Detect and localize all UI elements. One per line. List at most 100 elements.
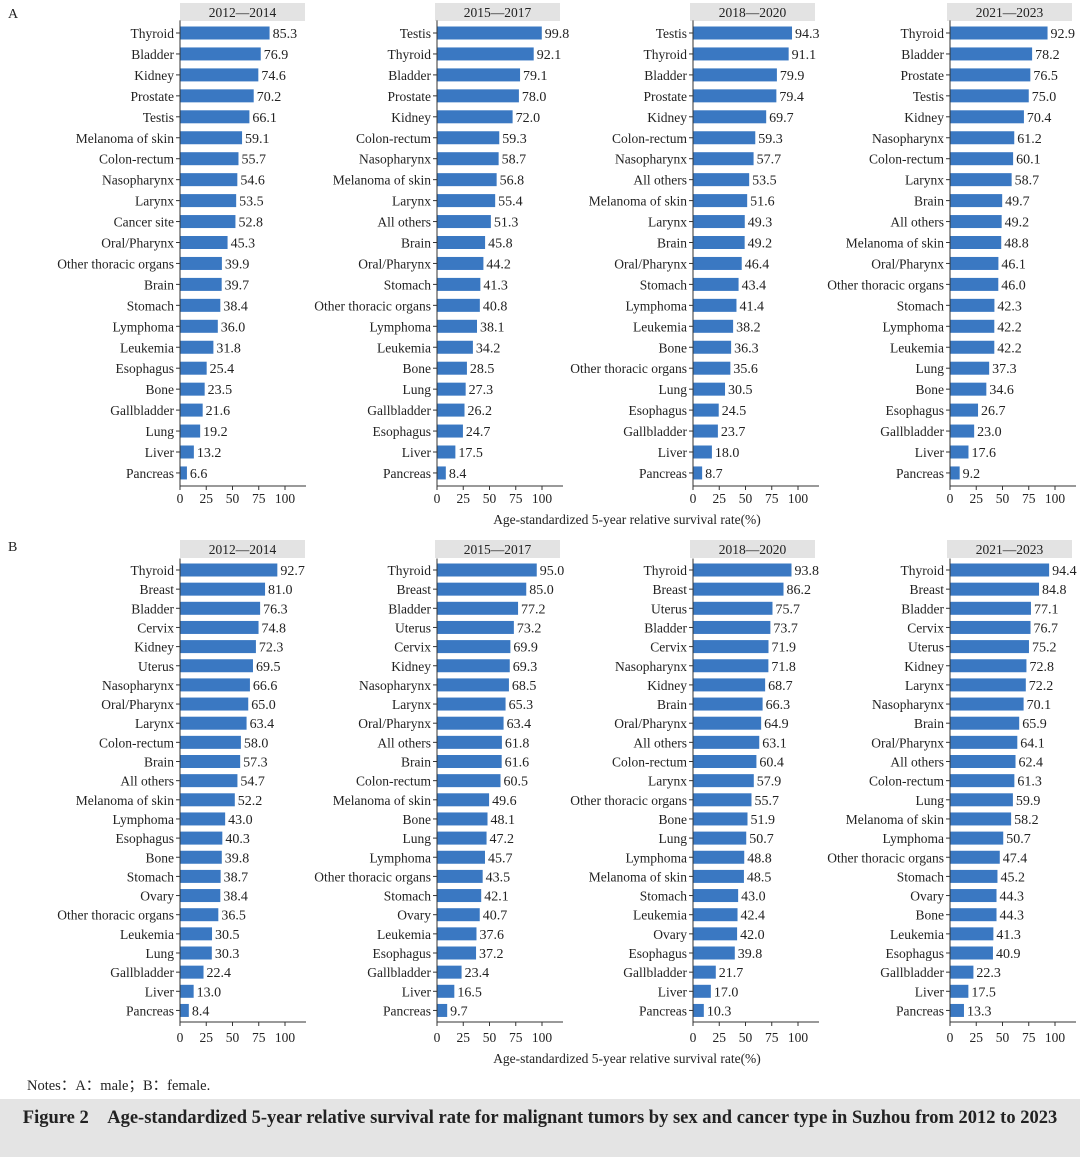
category-label: Breast bbox=[140, 582, 175, 597]
category-label: Pancreas bbox=[639, 466, 687, 481]
bar bbox=[180, 382, 205, 396]
bar bbox=[180, 697, 249, 711]
x-tick-label: 0 bbox=[434, 1030, 441, 1045]
category-label: Other thoracic organs bbox=[570, 793, 687, 808]
bar bbox=[950, 678, 1026, 692]
category-label: Lung bbox=[659, 382, 688, 397]
bar bbox=[180, 424, 201, 438]
category-label: Larynx bbox=[135, 194, 174, 209]
bar bbox=[693, 466, 703, 480]
bar bbox=[437, 601, 519, 615]
data-label: 39.8 bbox=[738, 947, 763, 962]
category-label: Other thoracic organs bbox=[57, 256, 174, 271]
data-label: 50.7 bbox=[1006, 832, 1031, 847]
bar bbox=[693, 298, 737, 312]
x-tick-label: 50 bbox=[996, 491, 1010, 506]
bar bbox=[950, 965, 974, 979]
category-label: Oral/Pharynx bbox=[101, 236, 174, 251]
x-tick-label: 50 bbox=[483, 1030, 497, 1045]
category-label: Nasopharynx bbox=[102, 678, 174, 693]
bar bbox=[950, 445, 969, 459]
period-strip bbox=[180, 3, 305, 21]
data-label: 17.0 bbox=[714, 985, 739, 1000]
category-label: Thyroid bbox=[901, 563, 945, 578]
bar bbox=[950, 319, 995, 333]
category-label: Leukemia bbox=[890, 340, 944, 355]
x-tick-label: 50 bbox=[996, 1030, 1010, 1045]
data-label: 35.6 bbox=[733, 362, 758, 377]
category-label: Stomach bbox=[640, 889, 687, 904]
data-label: 94.4 bbox=[1052, 564, 1077, 579]
category-label: Bone bbox=[403, 361, 432, 376]
bar bbox=[950, 869, 998, 883]
bar bbox=[180, 68, 259, 82]
x-axis-title: Age-standardized 5-year relative surviva… bbox=[493, 512, 761, 527]
data-label: 92.9 bbox=[1051, 27, 1076, 42]
bar bbox=[950, 908, 997, 922]
bar bbox=[950, 403, 979, 417]
category-label: Oral/Pharynx bbox=[358, 256, 431, 271]
category-label: Larynx bbox=[135, 716, 174, 731]
x-tick-label: 25 bbox=[200, 1030, 214, 1045]
bar bbox=[950, 850, 1000, 864]
bar bbox=[950, 582, 1040, 596]
x-tick-label: 50 bbox=[226, 491, 240, 506]
data-label: 8.4 bbox=[192, 1004, 210, 1019]
data-label: 8.7 bbox=[705, 467, 723, 482]
category-label: Other thoracic organs bbox=[314, 298, 431, 313]
category-label: Larynx bbox=[392, 697, 431, 712]
category-label: All others bbox=[633, 173, 687, 188]
category-label: Lymphoma bbox=[113, 319, 175, 334]
category-label: Oral/Pharynx bbox=[614, 716, 687, 731]
bar bbox=[437, 678, 509, 692]
category-label: Colon-rectum bbox=[612, 131, 687, 146]
data-label: 77.2 bbox=[521, 602, 546, 617]
category-label: Esophagus bbox=[373, 424, 432, 439]
category-label: Cancer site bbox=[114, 215, 174, 230]
bar bbox=[437, 927, 477, 941]
bar bbox=[180, 319, 218, 333]
data-label: 58.7 bbox=[1015, 174, 1040, 189]
category-label: Colon-rectum bbox=[99, 735, 174, 750]
data-label: 93.8 bbox=[794, 564, 819, 579]
bar bbox=[180, 445, 194, 459]
x-tick-label: 75 bbox=[1022, 1030, 1036, 1045]
period-strip bbox=[690, 540, 815, 558]
data-label: 46.1 bbox=[1001, 257, 1026, 272]
bar bbox=[693, 277, 739, 291]
bar bbox=[437, 403, 465, 417]
category-label: Lymphoma bbox=[883, 319, 945, 334]
bar bbox=[437, 47, 534, 61]
bar bbox=[437, 908, 480, 922]
category-label: Gallbladder bbox=[880, 965, 944, 980]
data-label: 53.5 bbox=[239, 195, 263, 210]
category-label: Bladder bbox=[901, 601, 944, 616]
category-label: Other thoracic organs bbox=[827, 850, 944, 865]
category-label: Other thoracic organs bbox=[570, 361, 687, 376]
bar bbox=[950, 298, 995, 312]
data-label: 23.7 bbox=[721, 425, 746, 440]
data-label: 51.9 bbox=[750, 813, 775, 828]
data-label: 13.2 bbox=[197, 446, 222, 461]
data-label: 37.6 bbox=[479, 928, 504, 943]
category-label: All others bbox=[890, 215, 944, 230]
category-label: Kidney bbox=[647, 110, 687, 125]
bar bbox=[950, 131, 1015, 145]
bar bbox=[950, 256, 999, 270]
category-label: Esophagus bbox=[629, 946, 688, 961]
data-label: 73.2 bbox=[517, 621, 542, 636]
x-tick-label: 100 bbox=[788, 491, 809, 506]
category-label: Pancreas bbox=[639, 1003, 687, 1018]
bar bbox=[693, 640, 769, 654]
bar bbox=[437, 697, 506, 711]
bar bbox=[950, 601, 1031, 615]
bar bbox=[437, 215, 491, 229]
data-label: 65.3 bbox=[509, 698, 534, 713]
data-label: 94.3 bbox=[795, 27, 820, 42]
data-label: 57.9 bbox=[757, 775, 782, 790]
data-label: 36.0 bbox=[221, 320, 246, 335]
x-tick-label: 50 bbox=[226, 1030, 240, 1045]
bar bbox=[950, 793, 1013, 807]
data-label: 66.6 bbox=[253, 679, 278, 694]
data-label: 23.0 bbox=[977, 425, 1002, 440]
